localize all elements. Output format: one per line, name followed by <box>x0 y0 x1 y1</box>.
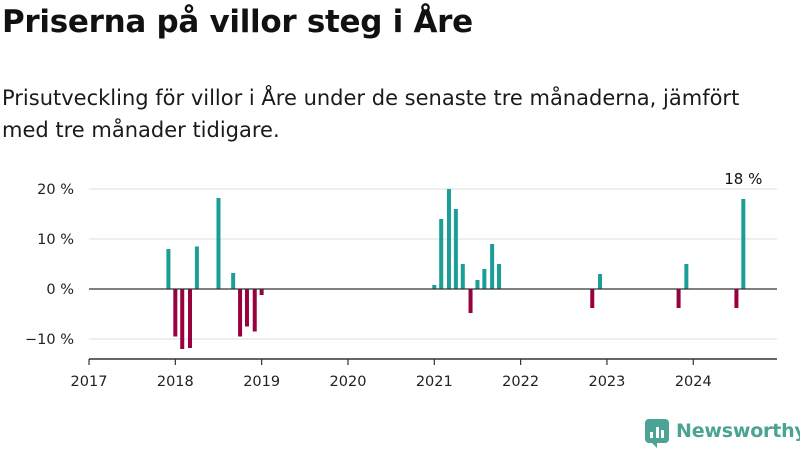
bar <box>468 289 473 313</box>
annotations: 18 % <box>724 170 762 188</box>
x-tick-label: 2022 <box>502 374 539 390</box>
bar <box>252 289 257 332</box>
bar <box>482 269 487 289</box>
x-tick-label: 2021 <box>416 374 453 390</box>
y-tick-label: 0 % <box>46 282 74 298</box>
x-tick-label: 2020 <box>330 374 367 390</box>
bar <box>259 289 264 295</box>
bar <box>497 264 502 289</box>
bar <box>684 264 689 289</box>
x-tick-label: 2019 <box>243 374 280 390</box>
x-tick-label: 2023 <box>588 374 625 390</box>
bar <box>238 289 243 337</box>
bar <box>590 289 595 308</box>
data-label: 18 % <box>724 170 762 188</box>
gridlines <box>89 188 777 340</box>
bar <box>453 209 458 289</box>
bar <box>187 289 192 348</box>
bar <box>180 289 185 349</box>
bar-chart-bubble-icon <box>645 419 669 448</box>
x-tick-label: 2017 <box>71 374 108 390</box>
x-axis: 2017 2018 2019 2020 2021 2022 2023 2024 <box>71 358 777 390</box>
bar <box>439 219 444 289</box>
y-axis-labels: 20 % 10 % 0 % −10 % <box>25 182 74 348</box>
y-tick-label: 20 % <box>37 182 74 198</box>
x-tick-label: 2024 <box>675 374 712 390</box>
bar <box>231 273 236 289</box>
bar <box>598 274 603 289</box>
bar <box>166 249 171 289</box>
bar <box>460 264 465 289</box>
x-tick-label: 2018 <box>157 374 194 390</box>
y-tick-label: −10 % <box>25 332 74 348</box>
bar <box>676 289 681 308</box>
bar <box>194 246 199 289</box>
bar <box>173 289 178 337</box>
bar <box>216 198 221 289</box>
chart-subtitle: Prisutveckling för villor i Åre under de… <box>2 86 740 142</box>
y-tick-label: 10 % <box>37 232 74 248</box>
bar <box>734 289 739 308</box>
bar <box>446 189 451 289</box>
bar <box>741 199 746 289</box>
bar <box>244 289 249 327</box>
bar <box>490 244 495 289</box>
brand-logo[interactable]: Newsworthy <box>645 419 800 448</box>
chart-title: Priserna på villor steg i Åre <box>2 4 473 40</box>
brand-name: Newsworthy <box>676 420 800 442</box>
bars <box>166 189 746 349</box>
bar <box>475 280 480 289</box>
bar <box>432 285 437 289</box>
